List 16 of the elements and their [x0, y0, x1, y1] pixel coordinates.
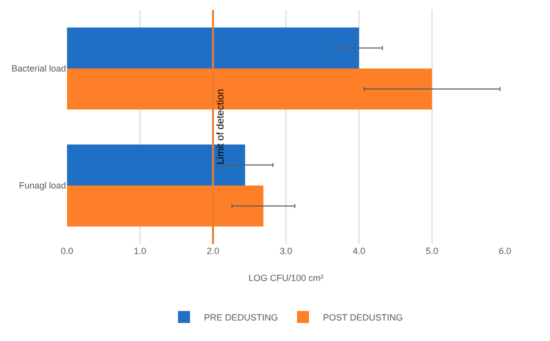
x-tick-label: 4.0 — [352, 246, 366, 256]
y-tick-label: Funagl load — [18, 180, 66, 191]
bar — [67, 186, 264, 226]
y-tick-label: Bacterial load — [11, 64, 66, 74]
ref-line-label: Limit of detection — [216, 88, 226, 164]
x-axis-title: LOG CFU/100 cm² — [248, 273, 324, 283]
bar — [67, 144, 246, 186]
x-tick-label: 0.0 — [60, 246, 74, 256]
x-tick-label: 6.0 — [498, 246, 512, 256]
x-tick-label: 5.0 — [426, 246, 438, 256]
legend-label: POST DEDUSTING — [323, 312, 403, 323]
x-tick-label: 2.0 — [206, 246, 220, 256]
x-tick-label: 3.0 — [280, 246, 292, 256]
x-tick-label: 1.0 — [134, 246, 146, 256]
bar — [67, 28, 359, 68]
legend-label: PRE DEDUSTING — [204, 312, 278, 323]
